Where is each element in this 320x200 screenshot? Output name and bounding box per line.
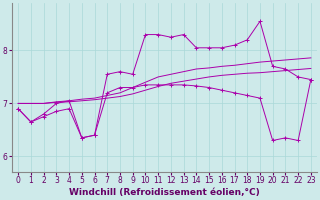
X-axis label: Windchill (Refroidissement éolien,°C): Windchill (Refroidissement éolien,°C): [69, 188, 260, 197]
